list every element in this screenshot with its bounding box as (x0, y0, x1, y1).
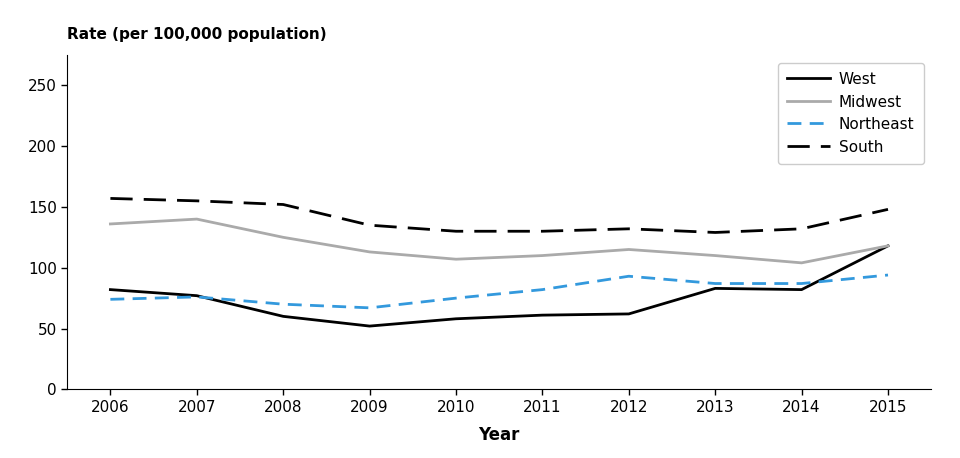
Northeast (450, 295, 462, 301)
Midwest (450, 256, 462, 262)
South (796, 226, 807, 232)
Northeast (364, 305, 375, 311)
Northeast (882, 272, 894, 278)
Northeast (105, 297, 116, 302)
West (623, 311, 635, 316)
Midwest (882, 243, 894, 249)
X-axis label: Year: Year (478, 426, 520, 444)
Northeast (796, 281, 807, 286)
Legend: West, Midwest, Northeast, South: West, Midwest, Northeast, South (778, 63, 924, 164)
South (537, 229, 548, 234)
West (796, 287, 807, 292)
Midwest (277, 234, 289, 240)
Line: South: South (110, 198, 888, 233)
Midwest (191, 216, 203, 222)
West (191, 293, 203, 299)
South (277, 202, 289, 207)
South (882, 207, 894, 212)
Midwest (105, 221, 116, 227)
West (537, 312, 548, 318)
South (191, 198, 203, 204)
Midwest (364, 249, 375, 255)
Northeast (709, 281, 721, 286)
Northeast (537, 287, 548, 292)
Line: Midwest: Midwest (110, 219, 888, 263)
Midwest (537, 253, 548, 258)
Text: Rate (per 100,000 population): Rate (per 100,000 population) (67, 27, 326, 42)
West (364, 323, 375, 329)
South (450, 229, 462, 234)
Northeast (191, 294, 203, 300)
Line: Northeast: Northeast (110, 275, 888, 308)
Northeast (623, 273, 635, 279)
South (709, 230, 721, 235)
Northeast (277, 301, 289, 307)
West (882, 243, 894, 249)
South (364, 223, 375, 228)
Midwest (623, 247, 635, 252)
West (105, 287, 116, 292)
Line: West: West (110, 246, 888, 326)
West (450, 316, 462, 322)
Midwest (796, 260, 807, 266)
West (277, 314, 289, 319)
Midwest (709, 253, 721, 258)
South (105, 196, 116, 201)
West (709, 286, 721, 291)
South (623, 226, 635, 232)
